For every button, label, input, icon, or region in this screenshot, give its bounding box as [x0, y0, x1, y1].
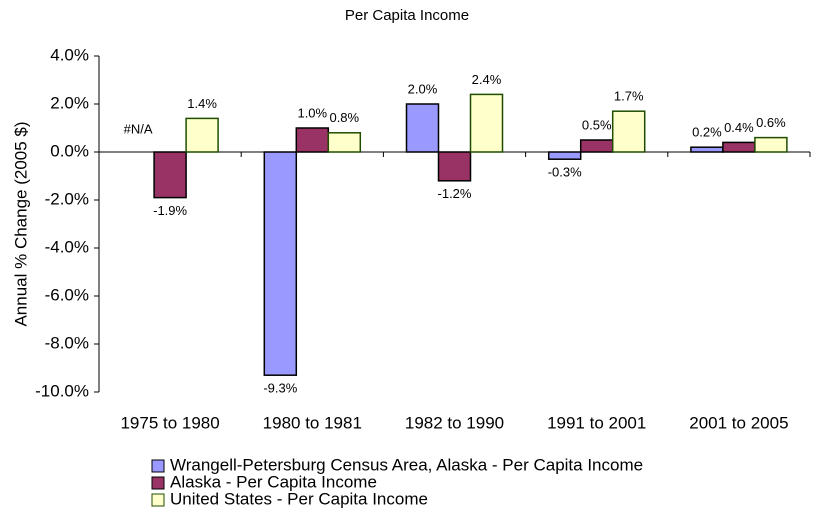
legend-label: Alaska - Per Capita Income: [170, 472, 377, 491]
x-tick-label: 1980 to 1981: [263, 413, 362, 432]
bar: [295, 127, 330, 153]
data-label: -1.9%: [153, 203, 187, 218]
bar: [469, 93, 504, 153]
bar: [690, 146, 724, 153]
data-label: 0.6%: [756, 115, 786, 130]
y-tick-label: -2.0%: [45, 189, 89, 208]
x-tick-label: 1982 to 1990: [405, 413, 504, 432]
y-tick-label: 2.0%: [50, 93, 89, 112]
bar: [611, 110, 646, 153]
data-label: 1.0%: [297, 105, 327, 120]
y-tick-label: -10.0%: [35, 381, 89, 400]
y-tick-label: -4.0%: [45, 237, 89, 256]
legend-label: Wrangell-Petersburg Census Area, Alaska …: [170, 455, 643, 474]
bar: [153, 151, 187, 199]
data-label: 0.8%: [329, 110, 359, 125]
data-label: 2.0%: [408, 81, 438, 96]
data-label: 0.5%: [582, 117, 612, 132]
bar: [185, 117, 219, 153]
y-tick-label: 0.0%: [50, 141, 89, 160]
legend-label: United States - Per Capita Income: [170, 489, 428, 508]
data-label: 0.4%: [724, 120, 754, 135]
bar: [405, 103, 440, 153]
bar: [327, 132, 362, 153]
y-tick-label: -6.0%: [45, 285, 89, 304]
bar: [263, 151, 298, 376]
bar: [722, 141, 756, 153]
data-label: 0.2%: [692, 125, 722, 140]
bar: [579, 139, 614, 153]
legend-swatch: [151, 493, 165, 507]
legend-swatch: [151, 459, 165, 473]
data-label: 1.7%: [614, 89, 644, 104]
y-tick-label: 4.0%: [50, 45, 89, 64]
legend-swatch: [151, 476, 165, 490]
chart-title: Per Capita Income: [345, 7, 469, 24]
x-tick-label: 2001 to 2005: [689, 413, 788, 432]
y-tick-label: -8.0%: [45, 333, 89, 352]
data-label: -0.3%: [548, 165, 582, 180]
data-label: 2.4%: [472, 72, 502, 87]
bar: [547, 151, 582, 160]
data-label: #N/A: [124, 121, 153, 136]
x-tick-label: 1991 to 2001: [547, 413, 646, 432]
data-label: -9.3%: [263, 381, 297, 396]
data-label: -1.2%: [438, 186, 472, 201]
x-tick-label: 1975 to 1980: [120, 413, 219, 432]
y-axis-label: Annual % Change (2005 $): [11, 121, 30, 326]
bar: [754, 136, 788, 153]
bar: [437, 151, 472, 182]
data-label: 1.4%: [187, 96, 217, 111]
